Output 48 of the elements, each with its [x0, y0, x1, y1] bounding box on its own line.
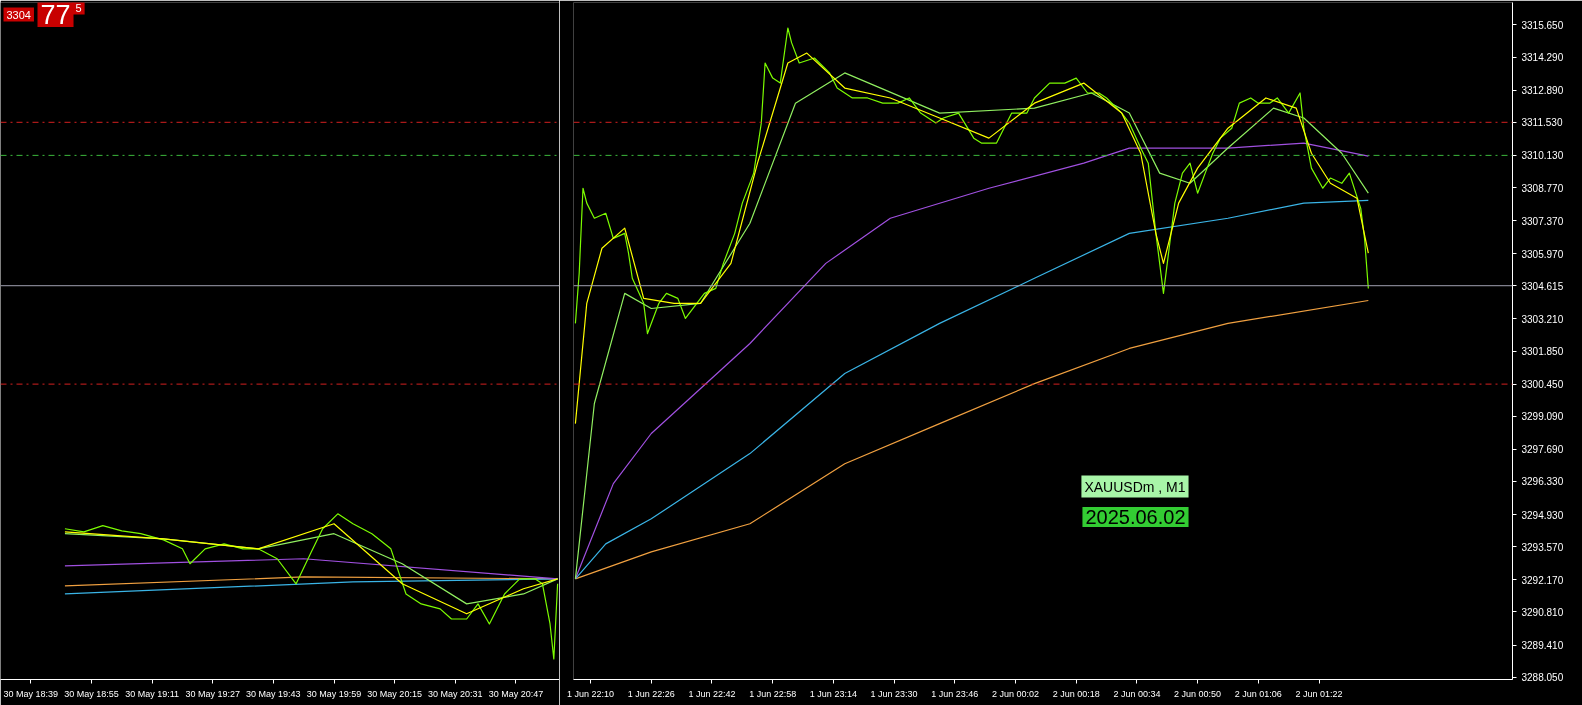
x-tick-label: 30 May 18:39: [3, 688, 59, 699]
x-tick-label: 1 Jun 22:58: [749, 688, 797, 699]
x-tick-label: 1 Jun 23:14: [809, 688, 857, 699]
x-tick-label: 1 Jun 22:10: [567, 688, 615, 699]
x-tick-label: 30 May 20:31: [428, 688, 483, 699]
x-tick-label: 2 Jun 01:22: [1295, 688, 1343, 699]
x-tick-label: 2 Jun 00:02: [991, 688, 1040, 699]
ref-line-label: 3304.615: [1521, 280, 1564, 292]
annotation: 5: [75, 1, 82, 14]
y-tick-label: 3303.210: [1521, 313, 1564, 325]
y-tick-label: 3311.530: [1521, 117, 1563, 129]
y-tick-label: 3299.090: [1521, 411, 1564, 423]
y-tick-label: 3314.290: [1521, 52, 1564, 64]
annotation: XAUUSDm , M1: [1084, 478, 1186, 495]
y-tick-label: 3297.690: [1521, 444, 1564, 456]
annotation: 3304: [6, 8, 31, 21]
x-tick-label: 1 Jun 22:26: [627, 688, 675, 699]
annotation: 77: [40, 0, 71, 30]
x-tick-label: 2 Jun 00:18: [1052, 688, 1100, 699]
y-tick-label: 3310.130: [1521, 150, 1564, 162]
y-tick-label: 3288.050: [1521, 672, 1564, 684]
y-tick-label: 3300.450: [1521, 379, 1564, 391]
x-tick-label: 2 Jun 00:50: [1174, 688, 1222, 699]
y-tick-label: 3292.170: [1521, 574, 1564, 586]
annotation: 2025.06.02: [1085, 506, 1186, 529]
x-tick-label: 1 Jun 23:46: [931, 688, 979, 699]
y-tick-label: 3305.970: [1521, 248, 1564, 260]
x-tick-label: 30 May 19:27: [185, 688, 241, 699]
x-tick-label: 2 Jun 01:06: [1234, 688, 1282, 699]
y-tick-label: 3308.770: [1521, 182, 1564, 194]
y-tick-label: 3307.370: [1521, 215, 1564, 227]
x-tick-label: 30 May 20:47: [488, 688, 544, 699]
y-tick-label: 3301.850: [1521, 346, 1564, 358]
x-tick-label: 2 Jun 00:34: [1113, 688, 1161, 699]
x-tick-label: 30 May 19:43: [246, 688, 301, 699]
y-tick-label: 3289.410: [1521, 640, 1564, 651]
y-tick-label: 3315.650: [1521, 19, 1564, 31]
y-tick-label: 3312.890: [1521, 85, 1564, 97]
y-tick-label: 3293.570: [1521, 541, 1564, 553]
y-tick-label: 3296.330: [1521, 476, 1564, 488]
x-tick-label: 30 May 20:15: [367, 688, 422, 699]
x-tick-label: 30 May 19:59: [306, 688, 362, 699]
y-tick-label: 3294.930: [1521, 509, 1564, 521]
x-tick-label: 1 Jun 23:30: [870, 688, 918, 699]
x-tick-label: 1 Jun 22:42: [688, 688, 736, 699]
y-tick-label: 3290.810: [1521, 606, 1564, 618]
x-tick-label: 30 May 19:11: [125, 688, 180, 699]
x-tick-label: 30 May 18:55: [64, 688, 119, 699]
